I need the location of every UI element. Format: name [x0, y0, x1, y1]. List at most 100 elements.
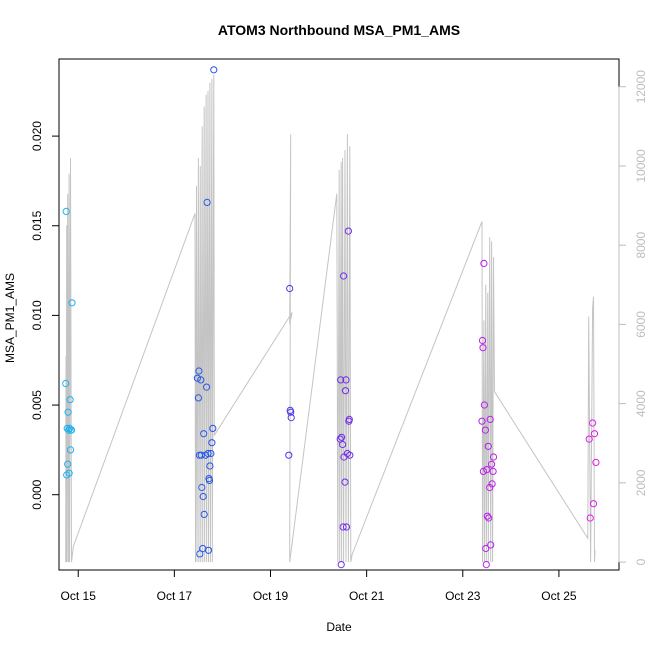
- data-point: [68, 299, 76, 307]
- chart-title: ATOM3 Northbound MSA_PM1_AMS: [218, 22, 460, 38]
- data-point: [196, 550, 204, 558]
- data-point: [342, 376, 350, 384]
- y2-tick-label: 2000: [634, 469, 648, 496]
- data-point: [203, 383, 211, 391]
- altitude-trace: [65, 74, 596, 563]
- data-point: [483, 466, 491, 474]
- y2-tick-label: 4000: [634, 390, 648, 417]
- x-tick-label: Oct 15: [61, 589, 97, 603]
- data-point: [480, 401, 488, 409]
- data-point: [489, 453, 498, 461]
- data-point: [286, 284, 294, 293]
- y2-tick-label: 6000: [634, 311, 648, 338]
- data-point: [478, 417, 486, 425]
- x-tick-label: Oct 21: [349, 589, 385, 603]
- data-point: [67, 426, 76, 434]
- y-tick-label: 0.010: [30, 300, 44, 330]
- data-point: [482, 561, 490, 569]
- data-point: [337, 376, 345, 384]
- data-point: [481, 426, 489, 434]
- data-point: [66, 446, 75, 454]
- data-point: [66, 424, 74, 432]
- data-point: [341, 478, 349, 486]
- data-point: [339, 523, 347, 531]
- data-point: [585, 435, 593, 443]
- data-point: [346, 451, 354, 459]
- x-axis-label: Date: [326, 620, 352, 634]
- data-point: [488, 460, 496, 468]
- x-tick-label: Oct 19: [253, 589, 289, 603]
- data-point: [285, 451, 293, 459]
- data-point: [62, 379, 70, 388]
- data-point: [194, 394, 202, 402]
- data-point: [65, 426, 73, 434]
- data-point: [589, 500, 598, 508]
- data-point: [207, 449, 215, 458]
- y-tick-label: 0.000: [30, 479, 44, 509]
- y-tick-label: 0.005: [30, 390, 44, 420]
- data-point: [488, 480, 496, 488]
- data-point: [64, 408, 72, 416]
- data-point: [479, 467, 487, 475]
- data-point: [485, 514, 493, 522]
- data-point: [209, 424, 217, 432]
- x-tick-label: Oct 25: [541, 589, 577, 603]
- data-point: [62, 207, 70, 215]
- y2-tick-label: 10000: [634, 149, 648, 183]
- data-point: [486, 483, 494, 492]
- x-tick-label: Oct 23: [445, 589, 481, 603]
- data-point: [63, 424, 71, 432]
- secondary-y-axis: 0 2000 4000 6000 8000 10000 12000: [618, 70, 648, 565]
- data-point: [590, 430, 599, 438]
- y2-tick-label: 12000: [634, 70, 648, 104]
- x-axis: Oct 15 Oct 17 Oct 19 Oct 21 Oct 23 Oct 25: [61, 569, 577, 603]
- y-axis-label: MSA_PM1_AMS: [3, 273, 17, 363]
- data-point: [487, 541, 495, 549]
- data-point: [489, 467, 497, 475]
- y-tick-label: 0.020: [30, 121, 44, 151]
- y2-tick-label: 0: [634, 558, 648, 565]
- data-point: [204, 546, 213, 554]
- data-point: [197, 451, 205, 459]
- data-point: [589, 419, 597, 427]
- data-point: [195, 367, 203, 375]
- y-tick-label: 0.015: [30, 210, 44, 240]
- data-point: [342, 523, 351, 531]
- data-point: [200, 430, 208, 438]
- data-point: [339, 440, 347, 449]
- y-axis: 0.000 0.005 0.010 0.015 0.020: [30, 121, 60, 510]
- data-point: [341, 387, 350, 395]
- data-point: [482, 544, 490, 553]
- data-point: [198, 483, 206, 492]
- data-point: [206, 462, 214, 470]
- data-point: [344, 227, 352, 235]
- data-point: [208, 439, 216, 447]
- data-point: [586, 514, 594, 522]
- data-point: [210, 66, 218, 74]
- data-point: [345, 415, 353, 423]
- data-point: [66, 396, 74, 404]
- data-point: [479, 344, 487, 352]
- x-tick-label: Oct 17: [157, 589, 193, 603]
- data-point: [193, 374, 201, 382]
- data-point: [287, 408, 295, 416]
- data-point: [65, 469, 73, 477]
- data-point: [205, 476, 214, 484]
- altitude-line: [65, 74, 596, 563]
- data-point: [338, 433, 346, 441]
- data-point: [203, 198, 211, 206]
- data-point: [483, 512, 491, 520]
- data-point: [486, 415, 494, 423]
- data-point: [200, 510, 208, 519]
- data-point: [340, 272, 348, 280]
- data-point: [204, 449, 212, 458]
- data-point: [478, 336, 487, 345]
- y2-tick-label: 8000: [634, 232, 648, 259]
- data-point: [287, 414, 295, 422]
- data-point: [64, 460, 72, 468]
- data-point: [480, 259, 488, 267]
- data-point: [337, 561, 345, 569]
- data-point: [197, 376, 205, 384]
- data-point: [592, 458, 600, 466]
- data-point: [484, 442, 492, 450]
